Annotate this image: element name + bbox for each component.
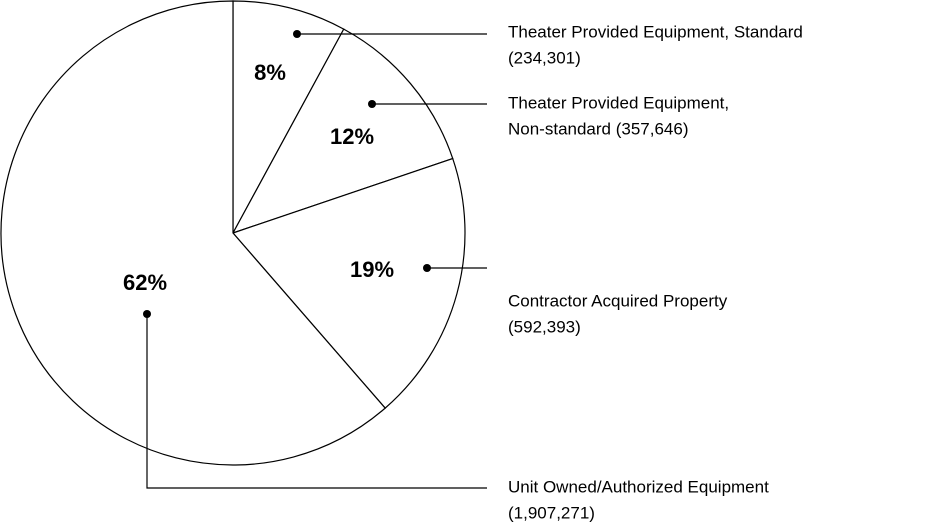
category-label: Theater Provided Equipment, Standard xyxy=(508,22,803,41)
category-label: (1,907,271) xyxy=(508,503,595,522)
percent-label: 19% xyxy=(350,257,394,282)
category-label: (592,393) xyxy=(508,317,581,336)
pie-slice xyxy=(231,28,454,235)
pie-slice xyxy=(232,0,345,234)
percent-label: 12% xyxy=(330,124,374,149)
pie-slice xyxy=(231,157,466,409)
category-label: Contractor Acquired Property xyxy=(508,291,728,310)
category-label: Theater Provided Equipment, xyxy=(508,93,729,112)
category-label: Non-standard (357,646) xyxy=(508,119,689,138)
leader-line xyxy=(146,314,487,489)
percent-label: 8% xyxy=(254,60,286,85)
category-label: (234,301) xyxy=(508,48,581,67)
percent-label: 62% xyxy=(123,270,167,295)
category-label: Unit Owned/Authorized Equipment xyxy=(508,477,769,496)
pie-slice xyxy=(0,0,387,466)
